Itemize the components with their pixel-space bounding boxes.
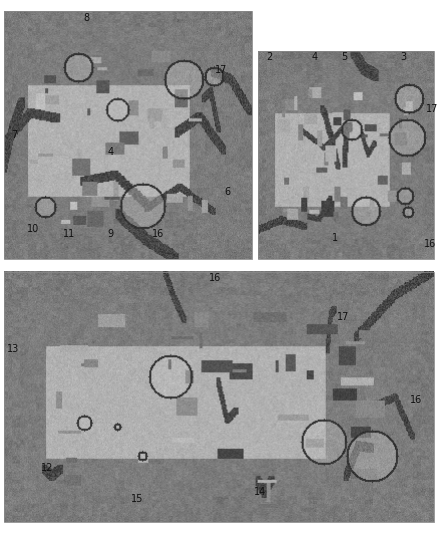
Text: 1: 1 — [332, 233, 339, 243]
Text: 16: 16 — [208, 273, 221, 283]
Text: 12: 12 — [41, 464, 53, 473]
Text: 7: 7 — [11, 130, 18, 140]
Text: 2: 2 — [266, 52, 272, 62]
Text: 13: 13 — [7, 344, 19, 354]
Text: 17: 17 — [426, 104, 438, 114]
Bar — [4, 272, 434, 522]
Text: 4: 4 — [311, 52, 318, 62]
Text: 16: 16 — [410, 394, 423, 405]
Text: 4: 4 — [108, 147, 114, 157]
Text: 16: 16 — [152, 229, 164, 239]
Text: 11: 11 — [63, 229, 75, 239]
Text: 17: 17 — [215, 65, 227, 75]
Text: 15: 15 — [131, 494, 144, 504]
Bar — [258, 51, 434, 259]
Text: 10: 10 — [27, 224, 39, 234]
Text: 9: 9 — [108, 229, 114, 239]
Text: 16: 16 — [424, 239, 436, 249]
Bar — [4, 11, 252, 259]
Text: 14: 14 — [254, 487, 266, 497]
Text: 5: 5 — [341, 52, 347, 62]
Text: 6: 6 — [224, 187, 230, 197]
Text: 8: 8 — [83, 13, 89, 23]
Text: 17: 17 — [337, 312, 350, 322]
Text: 3: 3 — [401, 52, 407, 62]
